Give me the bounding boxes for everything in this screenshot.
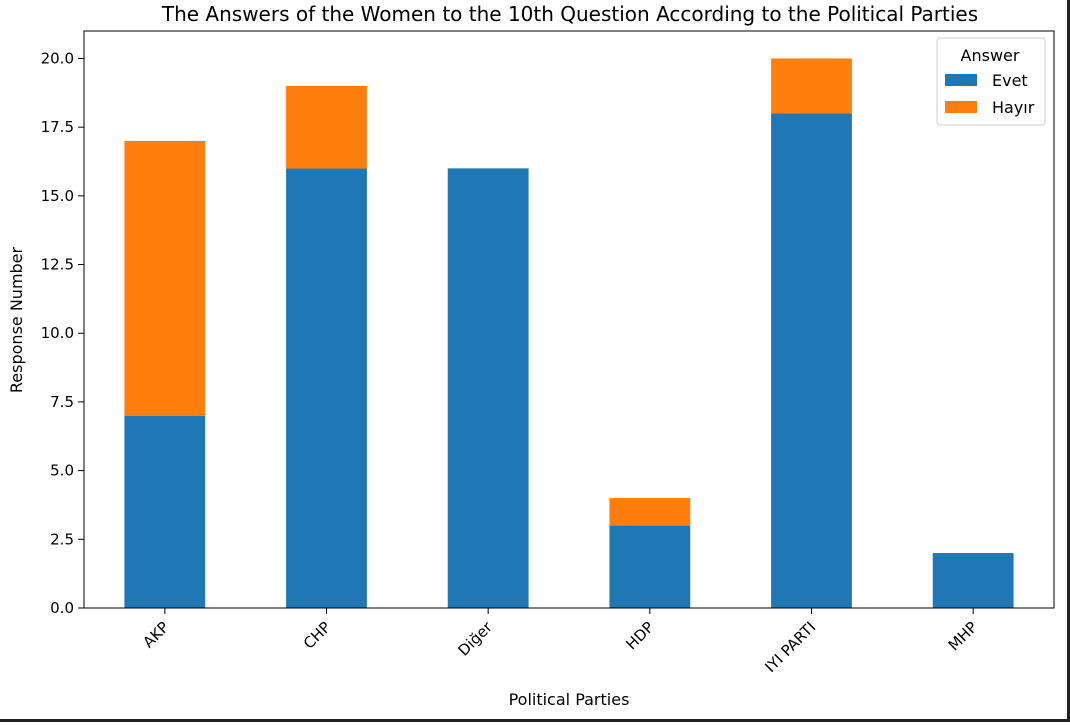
- y-tick-label: 10.0: [41, 324, 74, 342]
- y-axis-label: Response Number: [7, 246, 26, 393]
- legend-swatch-evet: [945, 74, 977, 86]
- y-tick-label: 12.5: [41, 256, 74, 274]
- y-tick-label: 0.0: [50, 599, 74, 617]
- bar-akp-evet: [124, 415, 206, 608]
- plot-area-frame: [83, 30, 1055, 609]
- x-tick-label-chp: CHP: [300, 618, 335, 653]
- x-tick-label-hdp: HDP: [622, 618, 657, 653]
- y-tick-label: 5.0: [50, 462, 74, 480]
- legend-label-evet: Evet: [992, 71, 1028, 90]
- legend-title: Answer: [961, 46, 1020, 65]
- x-tick-label-akp: AKP: [139, 618, 172, 651]
- y-tick-label: 15.0: [41, 187, 74, 205]
- x-axis: AKP CHP Diğer HDP IYI PARTI MHP: [139, 608, 981, 676]
- bar-hdp-hayir: [609, 498, 691, 526]
- y-tick-label: 2.5: [50, 530, 74, 548]
- bar-iyi-parti-evet: [771, 113, 852, 609]
- legend: Answer Evet Hayır: [936, 37, 1046, 126]
- y-axis: 0.0 2.5 5.0 7.5 10.0 12.5 15.0 17.5 20.0: [41, 49, 84, 617]
- legend-swatch-hayir: [945, 101, 977, 113]
- x-axis-label: Political Parties: [509, 690, 630, 709]
- x-tick-label-mhp: MHP: [945, 618, 981, 654]
- bar-mhp-evet: [932, 553, 1014, 608]
- bars-group: [124, 58, 1014, 609]
- chart-title: The Answers of the Women to the 10th Que…: [161, 2, 978, 26]
- y-tick-label: 7.5: [50, 393, 74, 411]
- bar-hdp-evet: [609, 525, 691, 608]
- y-tick-label: 20.0: [41, 49, 74, 67]
- legend-label-hayir: Hayır: [992, 98, 1035, 117]
- bar-chp-evet: [286, 168, 367, 608]
- x-tick-label-diger: Diğer: [455, 618, 497, 660]
- y-tick-label: 17.5: [41, 118, 74, 136]
- bar-iyi-parti-hayir: [771, 58, 852, 114]
- bar-chp-hayir: [286, 85, 367, 169]
- bar-akp-hayir: [124, 140, 206, 416]
- x-tick-label-iyi-parti: IYI PARTI: [761, 618, 819, 676]
- bar-diger-evet: [447, 168, 529, 608]
